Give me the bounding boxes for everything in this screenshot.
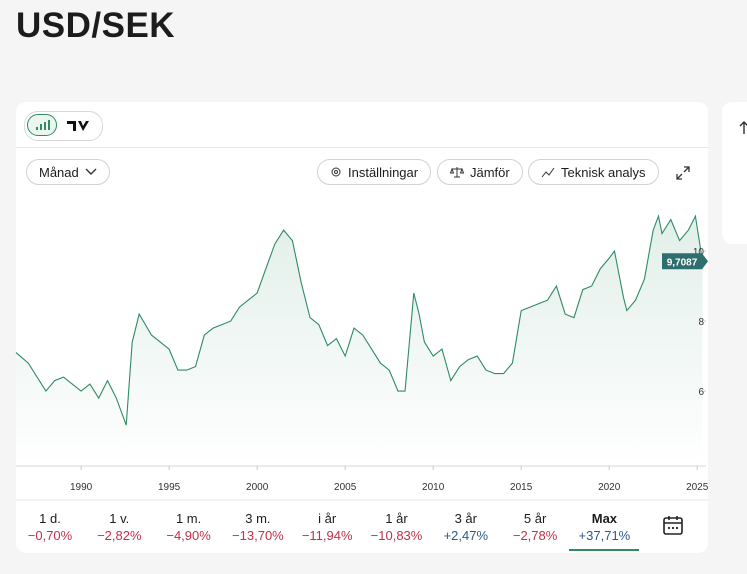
- area: [16, 216, 703, 466]
- period-label: 1 år: [385, 511, 408, 526]
- period-label: 5 år: [523, 511, 547, 526]
- last-value-badge: [662, 253, 708, 270]
- divider: [16, 147, 708, 148]
- period-change: −0,70%: [27, 528, 73, 543]
- x-tick-label: 2005: [334, 482, 357, 493]
- x-tick-label: 2020: [598, 482, 621, 493]
- line-view[interactable]: [27, 114, 57, 136]
- period-tab[interactable]: 3 år +2,47%: [431, 510, 501, 544]
- button-label: Jämför: [470, 164, 510, 180]
- period-change: +37,71%: [578, 528, 631, 543]
- view-toggle[interactable]: [24, 111, 103, 141]
- period-tab[interactable]: 5 år −2,78%: [500, 510, 570, 544]
- period-change: −13,70%: [232, 528, 284, 543]
- period-tab[interactable]: Max +37,71%: [569, 510, 640, 551]
- calendar-icon[interactable]: [662, 514, 684, 536]
- last-value-label: 9,7087: [667, 257, 698, 268]
- interval-select[interactable]: Månad: [26, 159, 110, 185]
- period-label: i år: [318, 511, 337, 526]
- period-label: 1 d.: [39, 511, 61, 526]
- compare-button[interactable]: Jämför: [437, 159, 523, 185]
- x-tick-label: 1990: [70, 482, 93, 493]
- interval-label: Månad: [39, 164, 79, 180]
- button-label: Teknisk analys: [561, 164, 646, 180]
- period-tab[interactable]: 1 v. −2,82%: [84, 510, 154, 544]
- x-tick-label: 2010: [422, 482, 445, 493]
- period-label: 1 v.: [109, 511, 130, 526]
- x-tick-label: 2000: [246, 482, 269, 493]
- settings-button[interactable]: Inställningar: [317, 159, 432, 185]
- chart-icon: [36, 120, 50, 130]
- expand-icon[interactable]: [675, 165, 691, 181]
- x-tick-label: 1995: [158, 482, 181, 493]
- side-card: [722, 102, 747, 244]
- period-change: −11,94%: [301, 528, 353, 543]
- period-tab[interactable]: 1 år −10,83%: [362, 510, 432, 544]
- period-tab[interactable]: 3 m. −13,70%: [223, 510, 293, 544]
- period-tab[interactable]: i år −11,94%: [292, 510, 362, 544]
- x-tick-label: 2025: [686, 482, 709, 493]
- analysis-icon: [541, 167, 555, 178]
- price-line: [15, 214, 704, 426]
- scale-icon: [450, 167, 464, 178]
- y-tick-label: 10: [693, 247, 705, 258]
- period-label: 3 m.: [245, 511, 271, 526]
- title: USD/SEK: [16, 6, 176, 45]
- x-tick-label: 2015: [510, 482, 533, 493]
- period-change: −4,90%: [166, 528, 211, 543]
- analysis-button[interactable]: Teknisk analys: [528, 159, 659, 185]
- y-tick-label: 8: [698, 317, 704, 328]
- period-tab[interactable]: 1 m. −4,90%: [154, 510, 224, 544]
- period-tab[interactable]: 1 d. −0,70%: [15, 510, 85, 544]
- gear-icon: [331, 167, 341, 177]
- period-change: −2,82%: [97, 528, 142, 543]
- y-tick-label: 6: [698, 387, 704, 398]
- period-change: −10,83%: [370, 528, 423, 543]
- button-label: Inställningar: [348, 164, 419, 180]
- tv-logo[interactable]: [65, 115, 91, 137]
- period-change: −2,78%: [512, 528, 558, 543]
- period-change: +2,47%: [443, 528, 489, 543]
- chevron: [85, 168, 97, 175]
- period-label: 1 m.: [175, 511, 202, 526]
- period-label: 3 år: [454, 511, 477, 526]
- period-label: Max: [591, 511, 618, 526]
